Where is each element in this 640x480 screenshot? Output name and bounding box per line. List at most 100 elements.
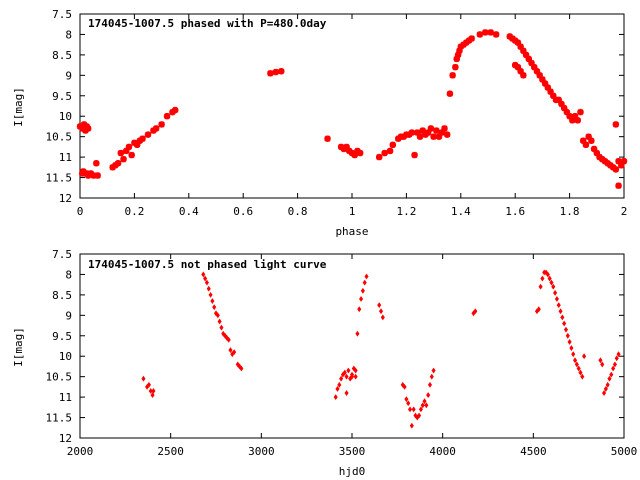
data-point bbox=[201, 271, 206, 278]
data-point bbox=[146, 381, 151, 388]
data-point bbox=[539, 76, 546, 83]
x-tick-label: 0.2 bbox=[124, 205, 144, 218]
data-point bbox=[416, 133, 424, 140]
x-axis-label: hjd0 bbox=[339, 465, 366, 478]
y-tick-label: 9.5 bbox=[52, 330, 72, 343]
data-point bbox=[217, 318, 222, 325]
unphased-plot: 174045-1007.5 not phased light curve hjd… bbox=[12, 248, 637, 478]
data-point bbox=[355, 330, 360, 337]
data-point bbox=[360, 287, 365, 294]
data-point bbox=[212, 304, 217, 311]
data-point bbox=[580, 373, 585, 380]
y-tick-label: 10.5 bbox=[46, 371, 73, 384]
y-tick-label: 7.5 bbox=[52, 8, 72, 21]
x-tick-label: 1.2 bbox=[396, 205, 416, 218]
data-point bbox=[565, 332, 570, 339]
data-point bbox=[576, 365, 581, 372]
plot-frame bbox=[79, 13, 625, 199]
data-point bbox=[223, 332, 228, 339]
data-point bbox=[563, 108, 571, 116]
data-point bbox=[556, 302, 561, 309]
data-point bbox=[611, 365, 616, 372]
data-point bbox=[525, 55, 532, 63]
x-axis-label: phase bbox=[335, 225, 368, 238]
data-point bbox=[93, 160, 100, 167]
data-point bbox=[411, 151, 418, 159]
data-point bbox=[406, 400, 411, 407]
data-point bbox=[569, 345, 574, 351]
data-point bbox=[612, 121, 620, 128]
data-point bbox=[615, 158, 622, 165]
data-point bbox=[414, 129, 421, 136]
data-point bbox=[615, 182, 622, 189]
data-point bbox=[492, 31, 500, 38]
data-point bbox=[618, 162, 625, 169]
y-tick-label: 8 bbox=[65, 268, 72, 281]
data-point bbox=[574, 117, 581, 124]
data-point bbox=[603, 386, 608, 392]
x-tick-label: 0.4 bbox=[179, 205, 199, 218]
data-point bbox=[407, 406, 413, 413]
data-point bbox=[433, 127, 440, 134]
data-point bbox=[429, 373, 434, 380]
data-point bbox=[588, 137, 595, 144]
data-point bbox=[84, 172, 92, 179]
y-tick-label: 7.5 bbox=[52, 248, 72, 261]
data-point bbox=[239, 365, 244, 372]
data-point bbox=[555, 96, 562, 104]
data-point bbox=[359, 296, 364, 302]
data-point bbox=[376, 153, 383, 161]
data-point bbox=[84, 125, 92, 132]
data-point bbox=[562, 320, 567, 327]
y-tick-label: 9 bbox=[65, 309, 72, 322]
data-point bbox=[438, 129, 445, 136]
data-point bbox=[422, 398, 427, 405]
data-point bbox=[158, 121, 165, 128]
data-point bbox=[380, 314, 385, 321]
x-tick-label: 2500 bbox=[157, 445, 184, 458]
data-point bbox=[346, 367, 351, 374]
data-point bbox=[612, 166, 620, 173]
data-point bbox=[344, 390, 349, 396]
data-point bbox=[333, 394, 338, 401]
data-point bbox=[456, 47, 463, 54]
data-point bbox=[612, 361, 617, 368]
data-point bbox=[413, 412, 418, 419]
data-point bbox=[213, 310, 219, 317]
x-tick-label: 1.8 bbox=[560, 205, 580, 218]
data-point bbox=[424, 402, 429, 409]
x-tick-label: 5000 bbox=[611, 445, 638, 458]
y-tick-label: 11 bbox=[59, 391, 72, 404]
data-point bbox=[454, 51, 462, 59]
data-point bbox=[536, 306, 541, 313]
data-point bbox=[324, 135, 331, 142]
data-point bbox=[563, 326, 569, 333]
data-point bbox=[353, 373, 358, 380]
data-point bbox=[522, 51, 530, 59]
x-tick-label: 0.8 bbox=[288, 205, 308, 218]
y-tick-label: 8.5 bbox=[52, 49, 72, 62]
data-point bbox=[574, 361, 579, 368]
data-point bbox=[614, 355, 619, 362]
data-point bbox=[582, 141, 590, 149]
data-point bbox=[541, 80, 549, 87]
data-point bbox=[163, 113, 171, 120]
data-point bbox=[468, 35, 475, 42]
phased-plot: 174045-1007.5 phased with P=480.0day pha… bbox=[12, 8, 627, 238]
y-tick-label: 9 bbox=[65, 69, 72, 82]
x-tick-label: 4000 bbox=[429, 445, 456, 458]
data-point bbox=[267, 70, 274, 77]
data-point bbox=[419, 127, 426, 134]
data-point bbox=[335, 386, 340, 392]
data-point bbox=[476, 31, 484, 38]
data-point bbox=[362, 279, 367, 286]
data-point bbox=[343, 143, 350, 151]
data-point bbox=[441, 125, 448, 132]
data-point bbox=[560, 314, 565, 321]
data-point bbox=[357, 306, 362, 313]
data-point bbox=[585, 133, 592, 140]
data-point bbox=[572, 357, 578, 364]
data-point bbox=[487, 29, 494, 36]
data-point bbox=[598, 357, 603, 364]
data-point bbox=[381, 149, 388, 157]
